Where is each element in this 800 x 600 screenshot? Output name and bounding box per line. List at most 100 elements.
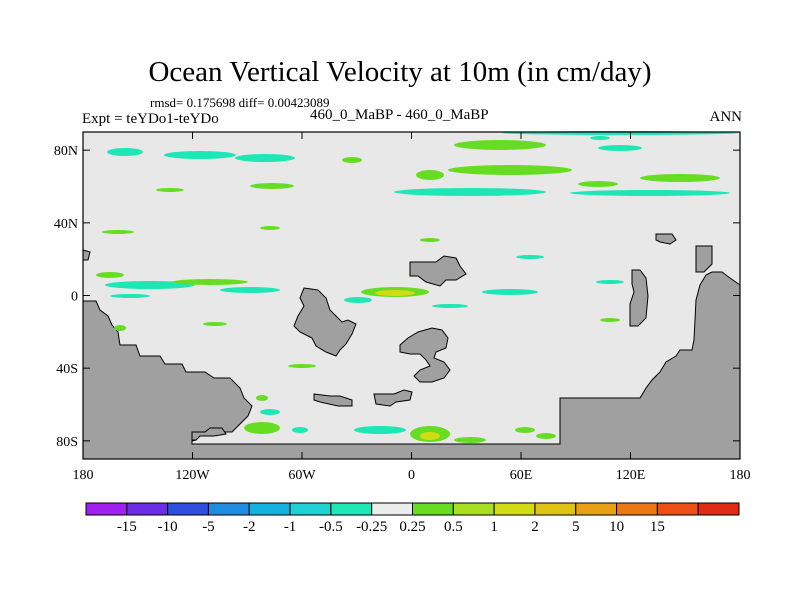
colorbar-label: 0.5: [444, 519, 463, 535]
contour-south-d: [292, 427, 308, 433]
y-axis: 80N 40N 0 40S 80S: [54, 144, 740, 450]
colorbar-label: -1: [284, 519, 297, 535]
contour-eq-e: [110, 294, 150, 298]
colorbar-swatch: [616, 502, 658, 516]
colorbar-label: 0.25: [399, 519, 425, 535]
contour-north-k: [394, 188, 546, 196]
contour-eq-d: [220, 287, 280, 293]
contour-eq-a: [96, 272, 124, 278]
contour-north-i: [640, 174, 720, 182]
contour-north-a: [107, 148, 143, 156]
land-east-island: [629, 269, 649, 327]
y-tick-label: 40S: [56, 362, 78, 377]
contour-south-g: [420, 432, 440, 440]
colorbar-swatch: [207, 502, 250, 516]
colorbar-swatch: [575, 502, 618, 516]
colorbar-label: -15: [117, 519, 137, 535]
land-east-bar: [695, 245, 713, 273]
x-tick-label: 180: [730, 468, 751, 483]
colorbar-label: 2: [531, 519, 539, 535]
contour-north-e: [598, 145, 642, 151]
stats-label: rmsd= 0.175698 diff= 0.00423089: [150, 95, 330, 110]
y-tick-label: 80N: [54, 144, 78, 159]
colorbar-swatch: [493, 502, 536, 516]
contour-south-k: [590, 136, 610, 140]
contour-mid-a: [260, 226, 280, 230]
colorbar-swatch: [452, 502, 495, 516]
colorbar-label: 5: [572, 519, 580, 535]
land-south-strip-b: [373, 389, 413, 407]
land-masses: [82, 233, 741, 460]
contour-north-m: [156, 188, 184, 192]
contour-south-h: [454, 437, 486, 443]
land-south-strip-a: [313, 393, 353, 407]
contour-south-a: [256, 395, 268, 401]
colorbar-swatch: [697, 502, 740, 516]
contour-eq-g: [375, 290, 415, 296]
contour-south-e: [354, 426, 406, 434]
colorbar-swatch: [167, 502, 209, 516]
x-tick-label: 0: [408, 468, 415, 483]
contour-eq-o: [288, 364, 316, 368]
contour-eq-c: [172, 279, 248, 285]
contour-north-b: [164, 151, 236, 159]
colorbar-swatch: [126, 502, 169, 516]
season-label: ANN: [709, 109, 743, 125]
colorbar-label: -2: [243, 519, 256, 535]
colorbar-label: -10: [158, 519, 178, 535]
colorbar-swatch: [248, 502, 291, 516]
contour-south-i: [515, 427, 535, 433]
contour-north-n: [250, 183, 294, 189]
land-west-america: [293, 287, 357, 357]
contour-south-j: [536, 433, 556, 439]
contour-south-b: [260, 409, 280, 415]
experiment-label: Expt = teYDo1-teYDo: [82, 111, 219, 127]
velocity-contours: [96, 131, 738, 443]
x-tick-label: 60E: [510, 468, 533, 483]
contour-north-f: [448, 165, 572, 175]
contour-south-c: [244, 422, 280, 434]
colorbar-swatch: [534, 502, 577, 516]
y-tick-label: 40N: [54, 217, 78, 232]
x-tick-label: 120E: [616, 468, 646, 483]
colorbar-swatch: [656, 502, 699, 516]
contour-eq-l: [203, 322, 227, 326]
contour-north-g: [416, 170, 444, 180]
contour-eq-m: [600, 318, 620, 322]
contour-eq-h: [344, 297, 372, 303]
contour-eq-k: [432, 304, 468, 308]
chart-title: Ocean Vertical Velocity at 10m (in cm/da…: [148, 56, 652, 88]
contour-north-h: [342, 157, 362, 163]
land-east-small: [655, 233, 677, 245]
land-west-africa: [409, 255, 467, 287]
colorbar-label: 15: [650, 519, 665, 535]
y-tick-label: 0: [71, 290, 78, 305]
x-tick-label: 60W: [288, 468, 316, 483]
contour-eq-b: [105, 281, 195, 289]
period-label: 460_0_MaBP - 460_0_MaBP: [310, 107, 489, 123]
contour-north-c: [235, 154, 295, 162]
colorbar-swatch: [371, 502, 413, 516]
x-axis: 180 120W 60W 0 60E 120E 180: [73, 132, 751, 483]
colorbar-label: 1: [490, 519, 498, 535]
contour-mid-c: [420, 238, 440, 242]
contour-eq-i: [482, 289, 538, 295]
contour-north-o: [102, 230, 134, 234]
colorbar-swatch: [412, 502, 454, 516]
colorbar-swatch: [85, 502, 128, 516]
colorbar-swatch: [289, 502, 332, 516]
x-tick-label: 120W: [175, 468, 210, 483]
contour-north-d: [454, 140, 546, 150]
land-south-bump: [191, 427, 227, 441]
colorbar-label: 10: [609, 519, 624, 535]
y-tick-label: 80S: [56, 435, 78, 450]
land-c-shape: [399, 327, 451, 383]
colorbar-label: -5: [202, 519, 215, 535]
contour-north-l: [570, 190, 730, 196]
colorbar-label: -0.25: [356, 519, 387, 535]
contour-eq-j: [596, 280, 624, 284]
contour-eq-n: [114, 325, 126, 331]
colorbar-swatch: [330, 502, 373, 516]
contour-mid-b: [516, 255, 544, 259]
